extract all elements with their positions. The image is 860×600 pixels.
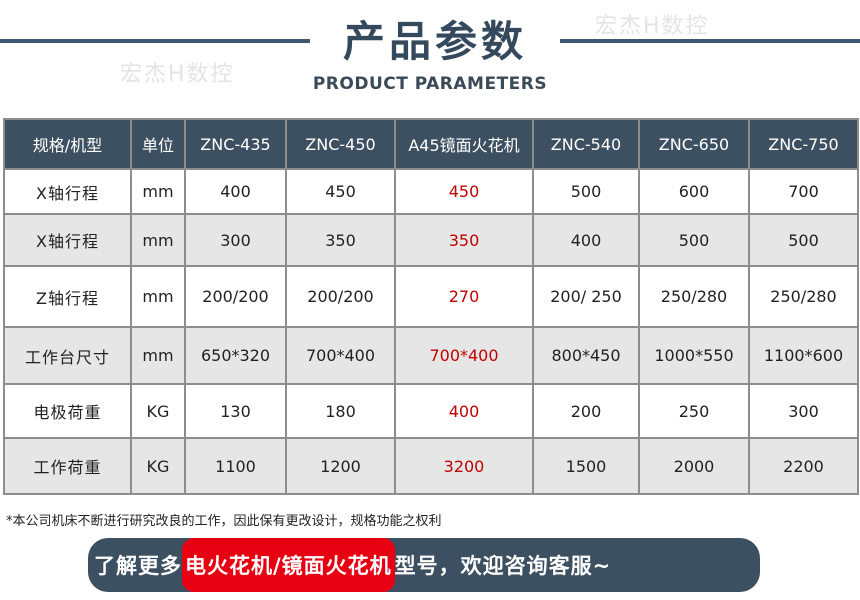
table-cell: mm [130,168,186,215]
column-header: 单位 [130,118,186,170]
table-row: 工作荷重 KG 1100 1200 3200 1500 2000 2200 [3,437,859,495]
table-cell: 1500 [532,437,640,495]
column-header: A45镜面火花机 [394,118,534,170]
table-cell: 300 [184,213,287,267]
table-cell: 700*400 [394,326,534,385]
column-header: ZNC-540 [532,118,640,170]
table-cell: 400 [532,213,640,267]
row-label: 电极荷重 [3,383,132,439]
table-cell: 130 [184,383,287,439]
table-row: X轴行程 mm 300 350 350 400 500 500 [3,213,859,267]
table-cell: 2200 [748,437,859,495]
row-label: 工作台尺寸 [3,326,132,385]
column-header: ZNC-750 [748,118,859,170]
table-cell: 600 [638,168,750,215]
table-cell: 250/280 [638,265,750,328]
table-cell: KG [130,383,186,439]
column-header: ZNC-650 [638,118,750,170]
row-label: Z轴行程 [3,265,132,328]
table-cell: mm [130,213,186,267]
column-header: ZNC-450 [285,118,396,170]
table-row: 电极荷重 KG 130 180 400 200 250 300 [3,383,859,439]
row-label: X轴行程 [3,213,132,267]
table-cell: 200/ 250 [532,265,640,328]
column-header: 规格/机型 [3,118,132,170]
table-cell: 500 [638,213,750,267]
table-cell: 200/200 [285,265,396,328]
table-cell: KG [130,437,186,495]
page-subtitle: PRODUCT PARAMETERS [312,74,548,94]
table-cell: 400 [394,383,534,439]
table-cell: 450 [285,168,396,215]
table-cell: 250 [638,383,750,439]
table-cell: 500 [532,168,640,215]
table-cell: 3200 [394,437,534,495]
table-cell: 1100*600 [748,326,859,385]
header-line-left [0,39,310,43]
row-label: 工作荷重 [3,437,132,495]
table-cell: 250/280 [748,265,859,328]
table-cell: 200 [532,383,640,439]
table-cell: 1000*550 [638,326,750,385]
table-cell: 450 [394,168,534,215]
table-cell: 800*450 [532,326,640,385]
page-title: 产品参数 [342,17,527,66]
watermark: 宏杰H数控 [595,14,710,39]
table-cell: 700 [748,168,859,215]
table-cell: mm [130,265,186,328]
table-cell: 350 [394,213,534,267]
table-cell: 1200 [285,437,396,495]
header-line-right [560,39,860,43]
row-label: X轴行程 [3,168,132,215]
table-cell: 500 [748,213,859,267]
table-cell: 1100 [184,437,287,495]
table-cell: 200/200 [184,265,287,328]
table-cell: 400 [184,168,287,215]
banner-suffix: 型号，欢迎咨询客服~ [394,554,612,578]
table-cell: mm [130,326,186,385]
banner-prefix: 了解更多 [94,554,182,578]
table-row: Z轴行程 mm 200/200 200/200 270 200/ 250 250/280 25… [3,265,859,328]
table-row: 工作台尺寸 mm 650*320 700*400 700*400 800*450 1000*… [3,326,859,385]
watermark: 宏杰H数控 [120,62,235,87]
table-cell: 300 [748,383,859,439]
contact-banner[interactable]: 了解更多 电火花机/镜面火花机 型号，欢迎咨询客服~ [88,538,760,592]
table-cell: 2000 [638,437,750,495]
table-cell: 180 [285,383,396,439]
disclaimer-note: *本公司机床不断进行研究改良的工作，因此保有更改设计，规格功能之权利 [6,514,442,529]
table-cell: 700*400 [285,326,396,385]
table-cell: 270 [394,265,534,328]
table-row: X轴行程 mm 400 450 450 500 600 700 [3,168,859,215]
table-cell: 350 [285,213,396,267]
parameters-table: 规格/机型 单位 ZNC-435 ZNC-450 A45镜面火花机 ZNC-540 ZNC-… [3,118,859,495]
table-cell: 650*320 [184,326,287,385]
table-header-row: 规格/机型 单位 ZNC-435 ZNC-450 A45镜面火花机 ZNC-540 ZNC-… [3,118,859,170]
banner-highlight: 电火花机/镜面火花机 [182,538,395,592]
column-header: ZNC-435 [184,118,287,170]
